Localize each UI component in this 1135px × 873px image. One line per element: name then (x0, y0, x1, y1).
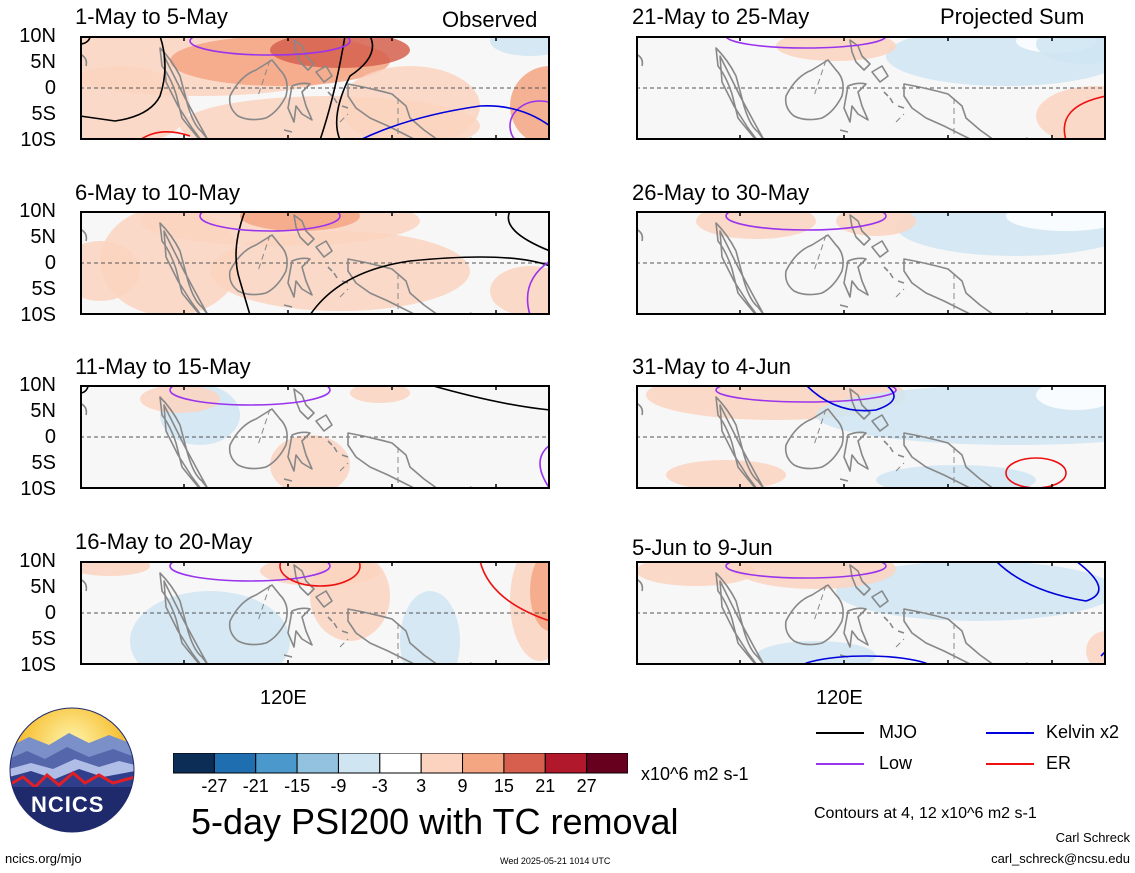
map-frame (636, 211, 1106, 315)
source-url: ncics.org/mjo (5, 851, 82, 866)
map-panel-8 (636, 561, 1106, 665)
map-frame (80, 561, 550, 665)
panel-8-title: 5-Jun to 9-Jun (632, 535, 773, 560)
map-panel-2 (80, 211, 550, 315)
colorbar-swatch-6 (420, 753, 464, 774)
lat-10s: 10S (20, 129, 56, 151)
legend-er-label: ER (1046, 753, 1072, 773)
map-panel-1 (80, 36, 550, 140)
lon-label-left: 120E (260, 687, 307, 709)
colorbar-tick-label: -9 (330, 776, 347, 796)
legend-low-label: Low (879, 753, 913, 773)
colorbar-tick-label: 21 (535, 776, 556, 796)
author-name: Carl Schreck (1055, 830, 1130, 845)
lat-5s: 5S (31, 452, 56, 474)
legend-swatches-left (816, 732, 864, 765)
main-title: 5-day PSI200 with TC removal (191, 801, 679, 842)
panel-4-title: 16-May to 20-May (75, 529, 253, 554)
panel-2-title: 6-May to 10-May (75, 180, 241, 205)
observed-label: Observed (442, 7, 538, 32)
panel-1-title: 1-May to 5-May (75, 4, 228, 29)
colorbar-unit: x10^6 m2 s-1 (641, 764, 749, 784)
map-frame (636, 36, 1106, 140)
author-email: carl_schreck@ncsu.edu (991, 851, 1130, 866)
lat-5n: 5N (30, 51, 56, 73)
colorbar-tick-label: -3 (371, 776, 388, 796)
colorbar-swatch-8 (503, 753, 546, 774)
contour-note: Contours at 4, 12 x10^6 m2 s-1 (814, 805, 1037, 822)
map-panel-5 (636, 36, 1106, 140)
colorbar-swatch-10 (586, 753, 628, 774)
lat-5n: 5N (30, 226, 56, 248)
map-frame (80, 211, 550, 315)
colorbar-tick-label: 27 (576, 776, 597, 796)
lat-10n: 10N (19, 25, 56, 47)
lon-label-right: 120E (816, 687, 863, 709)
colorbar-swatch-4 (337, 753, 381, 774)
lat-5n: 5N (30, 576, 56, 598)
panel-7-title: 31-May to 4-Jun (632, 354, 791, 379)
colorbar-swatch-9 (544, 753, 588, 774)
lat-5s: 5S (31, 628, 56, 650)
panel-5-title: 21-May to 25-May (632, 4, 810, 29)
lat-10n: 10N (19, 200, 56, 222)
lat-10s: 10S (20, 478, 56, 500)
map-frame (80, 36, 550, 140)
colorbar-tick-label: 15 (493, 776, 514, 796)
colorbar-tick-label: -27 (201, 776, 228, 796)
map-frame (80, 385, 550, 489)
colorbar-tick-label: -21 (242, 776, 269, 796)
lat-5s: 5S (31, 278, 56, 300)
map-frame (636, 561, 1106, 665)
legend-mjo-label: MJO (879, 722, 917, 742)
panel-6-title: 26-May to 30-May (632, 180, 810, 205)
colorbar-swatch-3 (296, 753, 339, 774)
map-panel-3 (80, 385, 550, 489)
colorbar-swatch-7 (462, 753, 505, 774)
colorbar (173, 753, 628, 774)
panel-3-title: 11-May to 15-May (75, 354, 251, 379)
logo-text: NCICS (31, 792, 105, 817)
timestamp: Wed 2025-05-21 1014 UTC (500, 856, 611, 866)
colorbar-tick-label: -15 (284, 776, 311, 796)
lat-0: 0 (44, 602, 56, 624)
colorbar-tick-label: 3 (416, 776, 427, 796)
map-panel-4 (80, 561, 550, 665)
colorbar-swatch-5 (379, 753, 422, 774)
projected-sum-label: Projected Sum (940, 4, 1085, 29)
colorbar-tick-label: 9 (457, 776, 468, 796)
colorbar-swatch-0 (173, 753, 215, 774)
lat-10n: 10N (19, 374, 56, 396)
map-panel-7 (636, 385, 1106, 489)
legend-kelvin-label: Kelvin x2 (1046, 722, 1120, 742)
ncics-logo (9, 707, 135, 833)
map-frame (636, 385, 1106, 489)
map-panel-6 (636, 211, 1106, 315)
lat-10s: 10S (20, 304, 56, 326)
lat-0: 0 (44, 77, 56, 99)
colorbar-swatch-2 (255, 753, 298, 774)
lat-10s: 10S (20, 654, 56, 676)
lat-5s: 5S (31, 103, 56, 125)
lat-5n: 5N (30, 400, 56, 422)
legend-swatches-right (986, 732, 1034, 765)
lat-0: 0 (44, 426, 56, 448)
lat-10n: 10N (19, 550, 56, 572)
lat-0: 0 (44, 252, 56, 274)
colorbar-swatch-1 (213, 753, 257, 774)
